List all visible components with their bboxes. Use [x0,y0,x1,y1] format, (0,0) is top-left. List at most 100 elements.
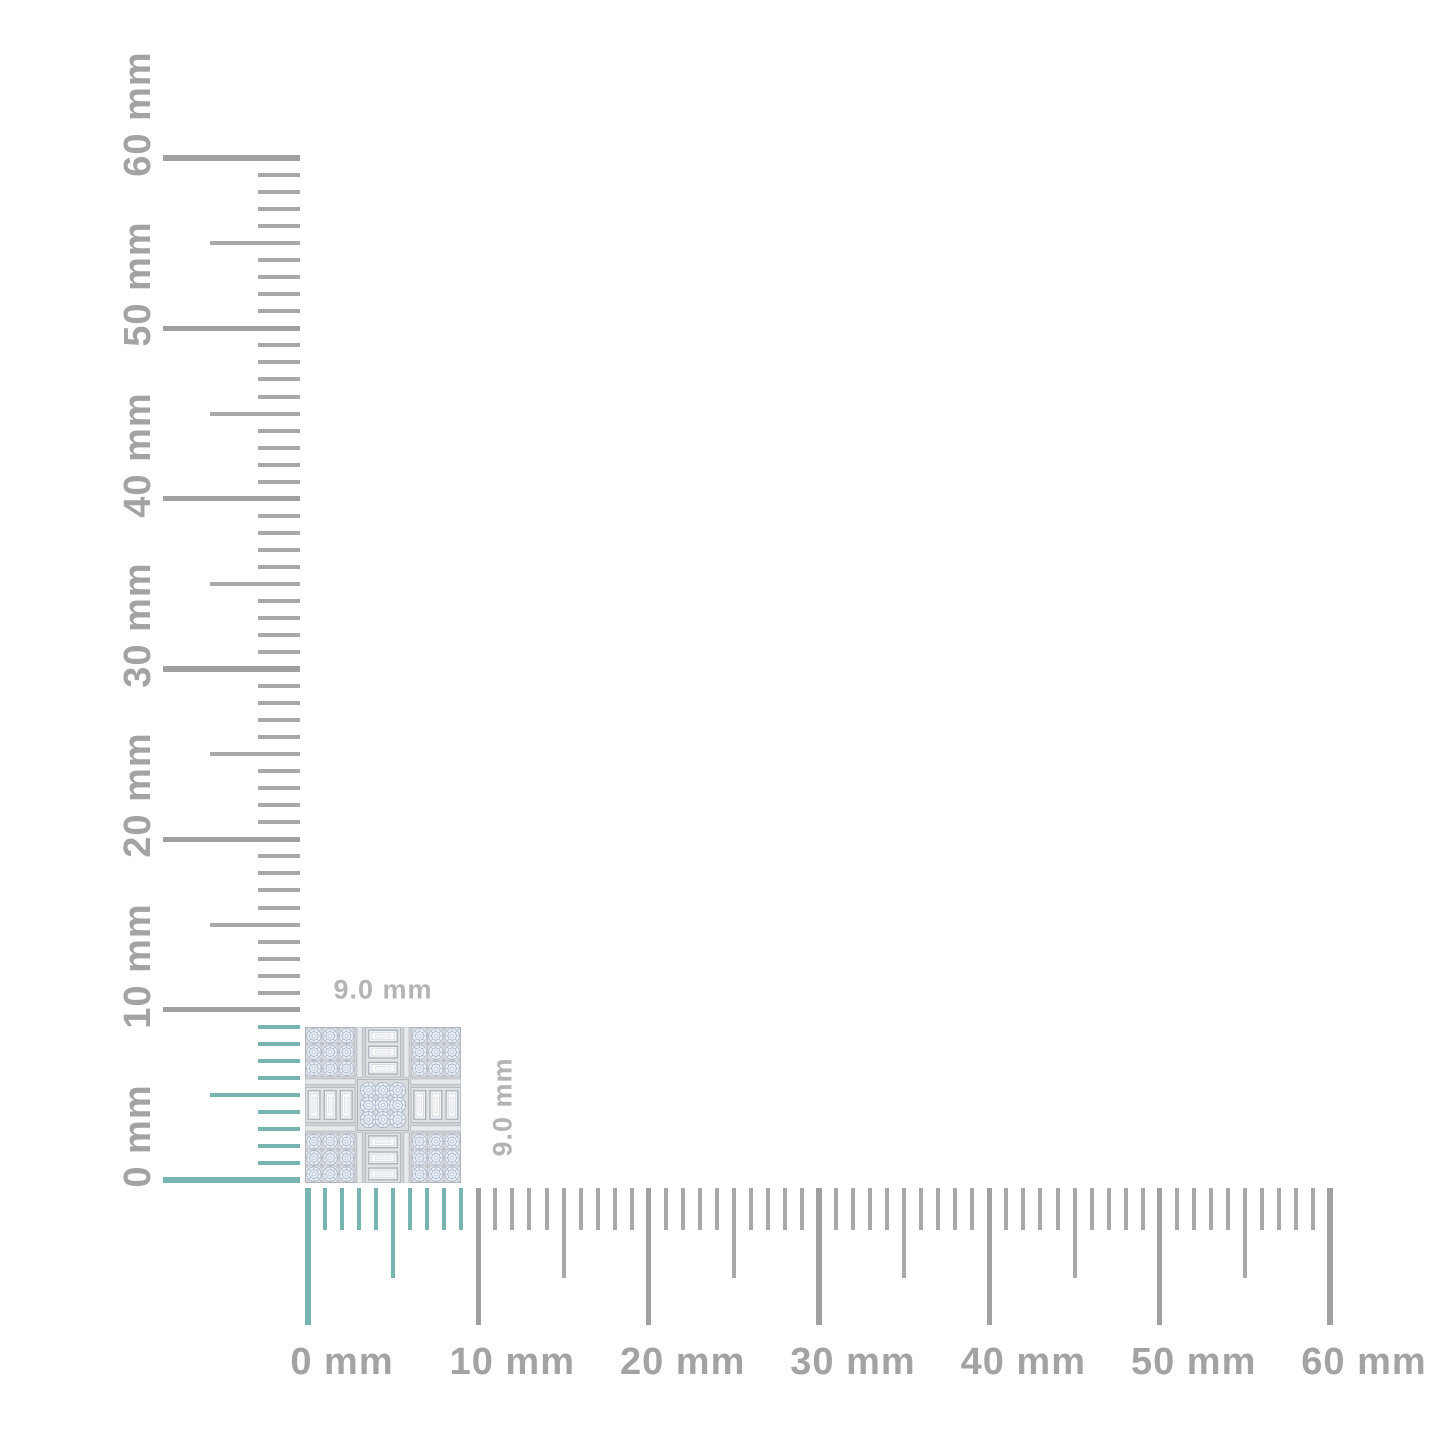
diamond-cluster-product-image [305,1027,461,1183]
horizontal-ruler-tick-39mm [970,1188,975,1230]
horizontal-ruler-tick-55mm [1242,1188,1247,1278]
horizontal-ruler-tick-21mm [663,1188,668,1230]
horizontal-ruler-tick-12mm [510,1188,515,1230]
horizontal-ruler-label-0mm: 0 mm [290,1341,394,1383]
vertical-ruler-tick-52mm [258,292,300,297]
vertical-ruler-tick-26mm [258,735,300,740]
horizontal-ruler-tick-59mm [1310,1188,1315,1230]
horizontal-ruler-tick-11mm [493,1188,498,1230]
vertical-ruler-label-20mm: 20 mm [117,732,159,858]
vertical-ruler-tick-47mm [258,377,300,382]
vertical-ruler-tick-4mm [258,1109,300,1114]
pave-quadrant-top-left [306,1028,355,1077]
vertical-ruler-tick-15mm [210,922,300,927]
horizontal-ruler-tick-38mm [953,1188,958,1230]
vertical-ruler-tick-50mm [163,325,300,332]
horizontal-ruler-tick-20mm [645,1188,652,1325]
horizontal-ruler-tick-5mm [391,1188,396,1278]
vertical-ruler-tick-39mm [258,513,300,518]
horizontal-ruler-tick-14mm [544,1188,549,1230]
vertical-ruler-tick-51mm [258,309,300,314]
pave-quadrant-bottom-left [306,1133,355,1182]
vertical-ruler-tick-17mm [258,888,300,893]
vertical-ruler-tick-18mm [258,871,300,876]
vertical-ruler-tick-44mm [258,428,300,433]
vertical-ruler-tick-53mm [258,275,300,280]
horizontal-ruler-tick-25mm [731,1188,736,1278]
vertical-ruler-tick-41mm [258,479,300,484]
horizontal-ruler-label-50mm: 50 mm [1130,1341,1257,1383]
vertical-ruler-tick-33mm [258,615,300,620]
baguette-channel-right [411,1077,461,1132]
horizontal-ruler-tick-49mm [1140,1188,1145,1230]
horizontal-ruler-label-40mm: 40 mm [960,1341,1086,1383]
vertical-ruler-tick-19mm [258,854,300,859]
vertical-ruler-tick-56mm [258,224,300,229]
horizontal-ruler-tick-40mm [986,1188,993,1325]
vertical-ruler-tick-55mm [210,241,300,246]
horizontal-ruler-tick-26mm [748,1188,753,1230]
vertical-ruler-tick-35mm [210,581,300,586]
vertical-ruler-label-60mm: 60 mm [117,51,159,177]
horizontal-ruler-tick-44mm [1055,1188,1060,1230]
vertical-ruler-label-30mm: 30 mm [117,562,159,688]
horizontal-ruler-tick-9mm [459,1188,464,1230]
vertical-ruler-tick-13mm [258,956,300,961]
horizontal-ruler-tick-34mm [885,1188,890,1230]
vertical-ruler-label-40mm: 40 mm [117,391,159,518]
horizontal-ruler-tick-24mm [714,1188,719,1230]
vertical-ruler-tick-23mm [258,786,300,791]
vertical-ruler-tick-45mm [210,411,300,416]
horizontal-ruler-tick-43mm [1038,1188,1043,1230]
vertical-ruler-label-50mm: 50 mm [117,221,159,347]
vertical-ruler-tick-0mm [163,1177,300,1183]
vertical-ruler-tick-30mm [163,666,300,672]
horizontal-ruler-tick-13mm [527,1188,532,1230]
horizontal-ruler-tick-46mm [1089,1188,1094,1230]
horizontal-ruler-tick-0mm [305,1188,311,1325]
horizontal-ruler-tick-33mm [868,1188,873,1230]
horizontal-ruler-tick-15mm [561,1188,566,1278]
horizontal-ruler-tick-28mm [782,1188,787,1230]
horizontal-ruler-tick-51mm [1174,1188,1179,1230]
vertical-ruler-tick-54mm [258,258,300,263]
baguette-channel-left [305,1077,355,1132]
vertical-ruler-tick-28mm [258,701,300,706]
vertical-ruler-tick-3mm [258,1126,300,1131]
horizontal-ruler-tick-31mm [834,1188,838,1230]
horizontal-ruler-tick-54mm [1225,1188,1230,1230]
horizontal-ruler-label-60mm: 60 mm [1301,1341,1427,1383]
horizontal-ruler-tick-35mm [902,1188,907,1278]
vertical-ruler-tick-8mm [258,1041,300,1046]
vertical-ruler-tick-2mm [258,1143,300,1148]
product-width-label: 9.0 mm [333,974,433,1005]
horizontal-ruler-tick-58mm [1293,1188,1298,1230]
vertical-ruler-tick-43mm [258,445,300,450]
vertical-ruler-tick-1mm [258,1161,300,1165]
horizontal-ruler-label-30mm: 30 mm [790,1341,916,1383]
horizontal-ruler-tick-60mm [1327,1188,1333,1325]
horizontal-ruler-tick-42mm [1021,1188,1026,1230]
horizontal-ruler-label-20mm: 20 mm [619,1341,746,1383]
horizontal-ruler-tick-18mm [612,1188,617,1230]
horizontal-ruler-tick-45mm [1072,1188,1077,1278]
vertical-ruler-tick-27mm [258,718,300,723]
vertical-ruler-tick-34mm [258,598,300,603]
vertical-ruler-tick-59mm [258,173,300,178]
vertical-ruler-tick-22mm [258,803,300,808]
vertical-ruler-tick-5mm [210,1092,300,1097]
product-height-label: 9.0 mm [487,1057,518,1157]
vertical-ruler-tick-14mm [258,939,300,944]
vertical-ruler-tick-11mm [258,990,300,995]
vertical-ruler-label-0mm: 0 mm [117,1084,159,1188]
vertical-ruler-tick-49mm [258,343,300,348]
baguette-channel-bottom [355,1133,410,1183]
horizontal-ruler-tick-8mm [442,1188,447,1230]
vertical-ruler-tick-9mm [258,1024,300,1029]
horizontal-ruler-tick-29mm [800,1188,804,1230]
pave-quadrant-top-right [411,1028,460,1077]
horizontal-ruler-tick-19mm [629,1188,634,1230]
horizontal-ruler-tick-30mm [816,1188,822,1325]
horizontal-ruler-tick-48mm [1123,1188,1128,1230]
